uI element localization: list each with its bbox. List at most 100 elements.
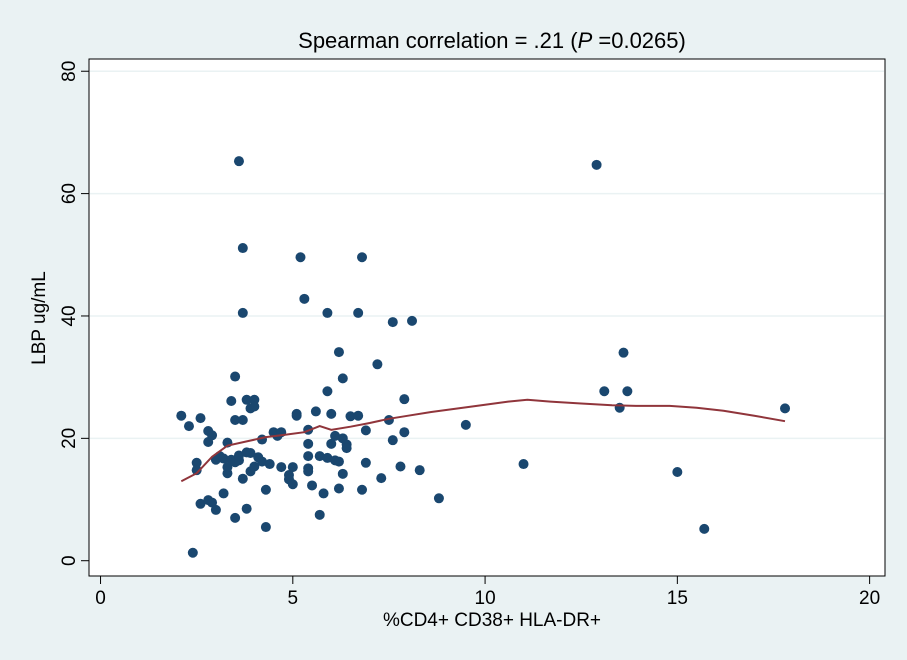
- data-point-30: [237, 307, 248, 318]
- data-point-103: [460, 419, 471, 430]
- data-point-86: [353, 410, 364, 421]
- data-point-81: [337, 468, 348, 479]
- data-point-72: [322, 452, 333, 463]
- y-tick-label-40: 40: [59, 305, 80, 326]
- data-point-44: [257, 456, 268, 467]
- x-tick-label-15: 15: [667, 588, 688, 609]
- data-point-112: [780, 403, 791, 414]
- data-point-78: [333, 483, 344, 494]
- y-axis-title: LBP ug/mL: [29, 271, 50, 365]
- data-point-40: [249, 461, 260, 472]
- data-point-5: [195, 413, 206, 424]
- data-point-77: [333, 347, 344, 358]
- data-point-66: [310, 406, 321, 417]
- data-point-91: [360, 425, 371, 436]
- data-point-45: [260, 522, 271, 533]
- data-point-38: [245, 448, 256, 459]
- data-point-2: [187, 547, 198, 558]
- data-point-10: [207, 430, 218, 441]
- data-point-61: [303, 438, 314, 449]
- data-point-55: [287, 462, 298, 473]
- data-point-65: [307, 480, 318, 491]
- gridlines: [90, 70, 884, 440]
- data-point-28: [233, 450, 244, 461]
- data-point-70: [322, 307, 333, 318]
- data-point-69: [318, 488, 329, 499]
- data-point-6: [195, 498, 206, 509]
- data-point-109: [622, 386, 633, 397]
- data-point-58: [295, 252, 306, 263]
- data-point-79: [333, 456, 344, 467]
- x-tick-label-0: 0: [95, 588, 106, 609]
- lowess-fit-line: [180, 398, 786, 483]
- data-point-111: [699, 523, 710, 534]
- x-tick-label-5: 5: [288, 588, 299, 609]
- data-point-54: [287, 479, 298, 490]
- y-tick-label-0: 0: [59, 555, 80, 566]
- data-point-47: [264, 459, 275, 470]
- data-point-33: [241, 394, 252, 405]
- data-point-25: [230, 512, 241, 523]
- data-point-32: [237, 414, 248, 425]
- data-point-105: [591, 159, 602, 170]
- data-point-22: [230, 371, 241, 382]
- data-point-106: [599, 386, 610, 397]
- data-point-0: [176, 410, 187, 421]
- data-point-62: [303, 451, 314, 462]
- data-point-87: [353, 307, 364, 318]
- y-tick-label-60: 60: [59, 183, 80, 204]
- data-point-104: [518, 459, 529, 470]
- y-axis-ticks: 0 20 40 60 80: [59, 61, 89, 566]
- data-point-35: [241, 503, 252, 514]
- data-point-108: [618, 347, 629, 358]
- data-point-107: [614, 402, 625, 413]
- data-point-68: [314, 451, 325, 462]
- data-point-96: [387, 317, 398, 328]
- axes: [88, 59, 885, 577]
- data-point-76: [330, 430, 341, 441]
- data-point-99: [399, 394, 410, 405]
- data-point-90: [360, 457, 371, 468]
- data-point-71: [322, 386, 333, 397]
- fit-line-group: [180, 398, 786, 483]
- data-point-41: [249, 401, 260, 412]
- data-point-50: [276, 462, 287, 473]
- data-point-100: [407, 315, 418, 326]
- data-point-101: [414, 465, 425, 476]
- data-point-74: [326, 408, 337, 419]
- data-point-59: [299, 293, 310, 304]
- data-point-3: [191, 457, 202, 468]
- data-point-85: [345, 411, 356, 422]
- data-point-80: [337, 373, 348, 384]
- data-point-31: [237, 473, 248, 484]
- data-point-46: [260, 484, 271, 495]
- chart-title: Spearman correlation = .21 (P =0.0265): [298, 28, 686, 53]
- x-tick-label-10: 10: [475, 588, 496, 609]
- y-tick-label-80: 80: [59, 61, 80, 82]
- data-point-93: [376, 473, 387, 484]
- data-point-95: [387, 435, 398, 446]
- data-point-15: [218, 488, 229, 499]
- data-point-84: [341, 443, 352, 454]
- data-point-4: [191, 465, 202, 476]
- data-points: [176, 156, 791, 558]
- y-tick-label-20: 20: [59, 428, 80, 449]
- data-point-102: [433, 493, 444, 504]
- x-axis-title: %CD4+ CD38+ HLA-DR+: [383, 610, 601, 631]
- x-tick-label-20: 20: [859, 588, 880, 609]
- data-point-89: [357, 484, 368, 495]
- data-point-29: [237, 243, 248, 254]
- data-point-16: [218, 453, 229, 464]
- data-point-1: [183, 421, 194, 432]
- data-point-73: [326, 438, 337, 449]
- data-point-57: [291, 408, 302, 419]
- data-point-88: [357, 252, 368, 263]
- data-point-18: [222, 462, 233, 473]
- data-point-110: [672, 466, 683, 477]
- data-point-11: [207, 497, 218, 508]
- data-point-92: [372, 359, 383, 370]
- data-point-12: [210, 504, 221, 515]
- data-point-67: [314, 509, 325, 520]
- data-point-97: [395, 461, 406, 472]
